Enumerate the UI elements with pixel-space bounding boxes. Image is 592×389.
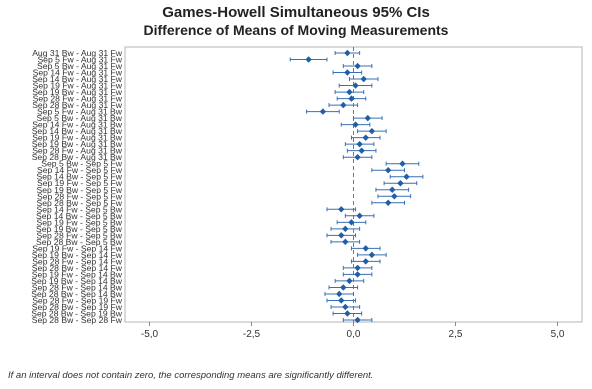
mean-difference-point — [403, 173, 410, 180]
mean-difference-point — [319, 108, 327, 115]
mean-difference-point — [362, 134, 369, 141]
mean-difference-point — [391, 193, 398, 200]
y-tick-label: Sep 28 Bw - Sep 19 Fw — [32, 302, 123, 312]
y-tick-label: Sep 14 Fw - Aug 31 Bw — [32, 120, 123, 130]
mean-difference-point — [346, 277, 353, 285]
y-tick-label: Sep 28 Fw - Aug 31 Fw — [33, 94, 123, 104]
mean-difference-point — [354, 264, 361, 272]
y-tick-label: Sep 28 Fw - Sep 5 Fw — [37, 191, 123, 201]
y-tick-label: Sep 5 Bw - Sep 5 Fw — [41, 159, 123, 169]
y-tick-label: Sep 19 Fw - Aug 31 Fw — [33, 81, 123, 91]
mean-difference-point — [342, 225, 349, 233]
y-tick-label: Sep 19 Bw - Sep 5 Fw — [36, 185, 122, 195]
mean-difference-point — [352, 82, 359, 89]
mean-difference-point — [362, 258, 369, 265]
mean-difference-point — [342, 303, 349, 311]
y-tick-label: Sep 28 Bw - Aug 31 Fw — [32, 100, 123, 110]
y-tick-label: Sep 28 Bw - Sep 19 Bw — [31, 308, 123, 318]
y-tick-label: Sep 19 Bw - Sep 5 Bw — [36, 224, 123, 234]
y-tick-label: Sep 28 Fw - Sep 5 Bw — [36, 230, 122, 240]
mean-difference-point — [354, 153, 361, 161]
mean-difference-point — [397, 180, 404, 187]
mean-difference-point — [340, 284, 347, 291]
y-tick-label: Sep 14 Fw - Sep 5 Bw — [36, 204, 122, 214]
y-tick-label: Sep 14 Bw - Aug 31 Bw — [32, 126, 123, 136]
mean-difference-point — [399, 160, 406, 167]
y-tick-label: Sep 14 Fw - Aug 31 Fw — [33, 68, 123, 78]
y-tick-label: Sep 28 Bw - Sep 14 Bw — [31, 289, 123, 299]
y-tick-label: Sep 28 Fw - Sep 19 Fw — [32, 295, 123, 305]
x-tick-label: -2,5 — [243, 329, 261, 340]
mean-difference-point — [348, 219, 355, 226]
footnote: If an interval does not contain zero, th… — [8, 370, 374, 381]
mean-difference-point — [344, 49, 351, 57]
mean-difference-point — [346, 88, 353, 96]
y-tick-label: Sep 14 Bw - Sep 5 Bw — [36, 211, 123, 221]
y-tick-label: Sep 28 Bw - Aug 31 Bw — [32, 152, 123, 162]
mean-difference-point — [340, 101, 347, 109]
y-tick-label: Sep 28 Bw - Sep 28 Fw — [32, 315, 123, 325]
y-tick-label: Sep 14 Bw - Aug 31 Fw — [32, 74, 123, 84]
mean-difference-point — [338, 297, 345, 304]
mean-difference-point — [348, 95, 355, 102]
mean-difference-point — [358, 147, 365, 154]
y-tick-label: Sep 28 Bw - Sep 5 Bw — [36, 237, 123, 247]
mean-difference-point — [384, 167, 392, 174]
mean-difference-point — [336, 290, 343, 298]
y-tick-label: Sep 19 Fw - Sep 14 Fw — [32, 243, 123, 253]
y-tick-label: Sep 14 Bw - Sep 5 Fw — [36, 172, 122, 182]
y-tick-label: Sep 28 Fw - Sep 14 Bw — [32, 282, 123, 292]
mean-difference-point — [356, 212, 363, 220]
y-tick-label: Sep 19 Bw - Sep 14 Bw — [31, 276, 123, 286]
y-tick-label: Sep 5 Bw - Aug 31 Bw — [36, 113, 122, 123]
x-tick-label: 2,5 — [449, 329, 463, 340]
mean-difference-point — [342, 238, 349, 246]
mean-difference-point — [356, 140, 363, 148]
y-tick-label: Sep 28 Bw - Sep 14 Fw — [32, 263, 123, 273]
x-tick-label: 0,0 — [347, 329, 361, 340]
y-tick-label: Sep 19 Fw - Sep 5 Fw — [37, 178, 123, 188]
y-tick-label: Sep 28 Bw - Sep 5 Fw — [36, 198, 122, 208]
mean-difference-point — [360, 75, 367, 83]
mean-difference-point — [368, 251, 376, 259]
chart-subtitle: Difference of Means of Moving Measuremen… — [143, 22, 449, 38]
x-tick-label: 5,0 — [551, 329, 565, 340]
y-tick-label: Aug 31 Bw - Aug 31 Fw — [32, 48, 123, 58]
y-tick-label: Sep 5 Fw - Aug 31 Fw — [37, 55, 122, 65]
y-tick-label: Sep 19 Fw - Sep 14 Bw — [32, 269, 123, 279]
mean-difference-point — [352, 121, 359, 128]
y-tick-label: Sep 28 Fw - Aug 31 Bw — [32, 146, 123, 156]
y-tick-label: Sep 19 Bw - Aug 31 Fw — [32, 87, 123, 97]
y-tick-label: Sep 19 Fw - Sep 5 Bw — [36, 217, 122, 227]
mean-difference-point — [354, 62, 361, 70]
mean-difference-point — [338, 232, 345, 239]
mean-difference-point — [305, 56, 312, 63]
mean-difference-point — [344, 69, 351, 76]
y-tick-label: Sep 14 Fw - Sep 5 Fw — [37, 165, 123, 175]
mean-difference-point — [384, 199, 392, 206]
mean-difference-point — [368, 127, 376, 135]
mean-difference-point — [354, 271, 361, 278]
mean-difference-point — [344, 310, 351, 317]
mean-difference-point — [389, 186, 396, 193]
y-tick-label: Sep 5 Fw - Aug 31 Bw — [37, 107, 123, 117]
y-tick-label: Sep 19 Bw - Aug 31 Bw — [32, 139, 123, 149]
x-tick-label: -5,0 — [141, 329, 159, 340]
mean-difference-point — [362, 245, 369, 252]
mean-difference-point — [364, 114, 371, 122]
y-tick-label: Sep 19 Bw - Sep 14 Fw — [32, 250, 123, 260]
mean-difference-point — [338, 206, 345, 213]
y-tick-label: Sep 5 Bw - Aug 31 Fw — [37, 61, 123, 71]
y-tick-label: Sep 28 Fw - Sep 14 Fw — [32, 256, 123, 266]
y-tick-label: Sep 19 Fw - Aug 31 Bw — [32, 133, 123, 143]
mean-difference-point — [354, 316, 361, 324]
chart-title: Games-Howell Simultaneous 95% CIs — [162, 4, 430, 21]
